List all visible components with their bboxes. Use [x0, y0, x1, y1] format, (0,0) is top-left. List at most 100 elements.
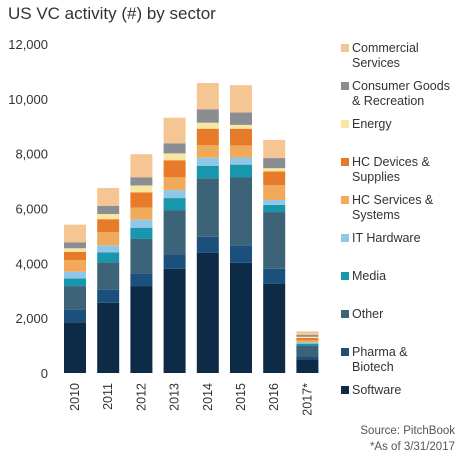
bar-segment-energy-2012 [130, 185, 153, 193]
bar-segment-it-hardware-2012 [130, 219, 153, 228]
bar-segment-commercial-services-2011 [97, 187, 120, 206]
bar-segment-hc-devices-supplies-2013 [163, 160, 186, 178]
x-tick-label: 2015 [234, 383, 248, 411]
legend-label-software: Software [352, 383, 401, 397]
x-tick-label: 2016 [267, 383, 281, 411]
bar-segment-hc-devices-supplies-2015 [230, 128, 252, 146]
bar-segment-it-hardware-2017 [296, 342, 319, 344]
bar-segment-energy-2013 [163, 153, 186, 161]
bar-segment-commercial-services-2013 [163, 117, 186, 144]
bar-segment-software-2017 [296, 359, 319, 373]
bar-segment-energy-2010 [64, 248, 86, 252]
bar-segment-consumer-goods-recreation-2017 [296, 334, 319, 337]
bar-segment-media-2016 [263, 204, 286, 213]
legend-swatch-software [341, 386, 349, 394]
bar-segment-pharma-biotech-2011 [97, 289, 120, 303]
y-tick-label: 10,000 [8, 92, 48, 107]
bar-segment-pharma-biotech-2012 [130, 273, 153, 287]
footnote: *As of 3/31/2017 [369, 441, 455, 453]
legend-label-other: Other [352, 307, 383, 321]
bar-segment-hc-services-systems-2017 [296, 340, 319, 343]
bar-segment-it-hardware-2016 [263, 200, 286, 205]
bar-segment-other-2010 [64, 286, 86, 310]
bar-segment-it-hardware-2010 [64, 271, 86, 279]
legend-label-it-hardware: IT Hardware [352, 231, 421, 245]
bar-segment-hc-devices-supplies-2016 [263, 171, 286, 186]
bar-segment-hc-services-systems-2013 [163, 177, 186, 191]
bar-segment-pharma-biotech-2016 [263, 268, 286, 284]
legend-swatch-consumer-goods-recreation [341, 82, 349, 90]
bar-segment-consumer-goods-recreation-2010 [64, 242, 86, 249]
bar-segment-energy-2017 [296, 336, 319, 338]
bar-segment-other-2016 [263, 212, 286, 269]
chart-title: US VC activity (#) by sector [8, 4, 216, 23]
bar-segment-commercial-services-2015 [230, 85, 252, 113]
bar-segment-hc-devices-supplies-2011 [97, 219, 120, 233]
bar-segment-other-2017 [296, 345, 319, 357]
bar-segment-hc-devices-supplies-2014 [196, 128, 219, 146]
x-tick-label: 2014 [201, 383, 215, 411]
bar-segment-pharma-biotech-2010 [64, 309, 86, 323]
bar-segment-other-2013 [163, 210, 186, 255]
bar-segment-hc-services-systems-2014 [196, 145, 219, 158]
x-tick-label: 2012 [134, 383, 148, 411]
legend-label-media: Media [352, 269, 386, 283]
bar-segment-media-2013 [163, 198, 186, 211]
y-tick-label: 8,000 [15, 147, 48, 162]
source-note: Source: PitchBook [360, 425, 455, 437]
bar-segment-media-2012 [130, 227, 153, 239]
legend-swatch-hc-devices-supplies [341, 158, 349, 166]
legend-label-energy: Energy [352, 117, 392, 131]
bar-segment-software-2015 [230, 262, 252, 373]
bar-segment-it-hardware-2014 [196, 157, 219, 166]
legend-swatch-it-hardware [341, 234, 349, 242]
bar-segment-energy-2015 [230, 124, 252, 129]
x-tick-label: 2010 [68, 383, 82, 411]
bar-segment-commercial-services-2014 [196, 82, 219, 110]
bar-segment-commercial-services-2016 [263, 139, 286, 159]
legend-label-consumer-goods-recreation: Consumer Goods & Recreation [352, 79, 450, 108]
y-tick-label: 6,000 [15, 202, 48, 217]
bar-segment-media-2017 [296, 343, 319, 346]
bar-segment-hc-services-systems-2016 [263, 185, 286, 201]
bar-segment-media-2015 [230, 164, 252, 178]
y-tick-label: 0 [41, 366, 48, 381]
y-tick-label: 12,000 [8, 37, 48, 52]
bar-segment-consumer-goods-recreation-2013 [163, 143, 186, 154]
bar-segment-software-2016 [263, 283, 286, 373]
bar-segment-commercial-services-2010 [64, 224, 86, 243]
bar-segment-hc-services-systems-2012 [130, 207, 153, 220]
bar-segment-energy-2014 [196, 122, 219, 129]
bar-segment-it-hardware-2013 [163, 190, 186, 199]
bar-segment-hc-devices-supplies-2012 [130, 192, 153, 208]
y-tick-label: 4,000 [15, 256, 48, 271]
bar-segment-hc-devices-supplies-2017 [296, 337, 319, 341]
bar-segment-other-2012 [130, 238, 153, 274]
bar-segment-software-2010 [64, 322, 86, 373]
bar-segment-software-2014 [196, 252, 219, 373]
bar-segment-media-2014 [196, 165, 219, 179]
bar-segment-it-hardware-2011 [97, 245, 120, 253]
bar-segment-hc-services-systems-2010 [64, 260, 86, 272]
x-tick-label: 2013 [168, 383, 182, 411]
bar-segment-consumer-goods-recreation-2014 [196, 109, 219, 123]
y-tick-label: 2,000 [15, 311, 48, 326]
legend-label-pharma-biotech: Pharma & Biotech [352, 345, 408, 374]
bar-segment-pharma-biotech-2017 [296, 356, 319, 360]
legend-swatch-pharma-biotech [341, 348, 349, 356]
x-tick-label: 2017* [300, 383, 314, 416]
bar-segment-pharma-biotech-2014 [196, 236, 219, 253]
bar-segment-consumer-goods-recreation-2012 [130, 177, 153, 186]
bar-segment-consumer-goods-recreation-2015 [230, 112, 252, 125]
bar-segment-hc-services-systems-2011 [97, 232, 120, 246]
bar-segment-energy-2016 [263, 168, 286, 172]
bar-segment-pharma-biotech-2013 [163, 254, 186, 269]
legend-swatch-media [341, 272, 349, 280]
bar-segment-other-2015 [230, 177, 252, 246]
legend-swatch-other [341, 310, 349, 318]
bar-segment-other-2011 [97, 262, 120, 290]
bar-segment-software-2012 [130, 286, 153, 373]
x-tick-label: 2011 [101, 383, 115, 410]
bar-segment-pharma-biotech-2015 [230, 245, 252, 263]
legend-label-hc-devices-supplies: HC Devices & Supplies [352, 155, 430, 184]
